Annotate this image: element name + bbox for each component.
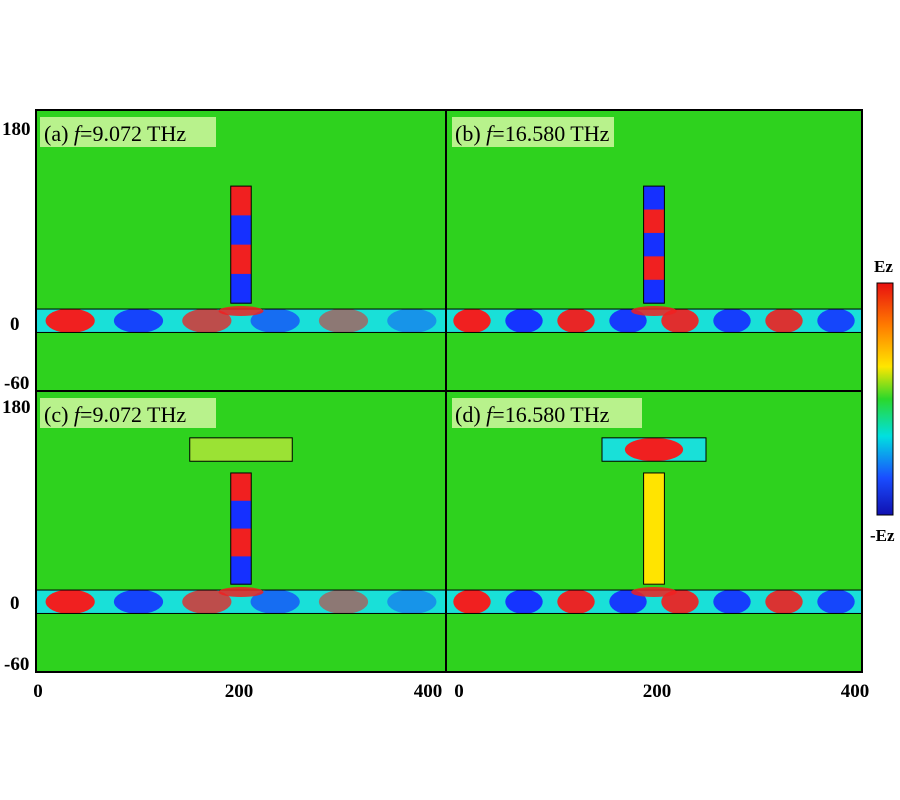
stub-outline bbox=[643, 472, 665, 585]
waveguide-lobe bbox=[45, 589, 95, 614]
waveguide-lobe bbox=[250, 308, 300, 333]
x-tick-left-0: 0 bbox=[33, 681, 43, 702]
y-tick-top-180: 180 bbox=[2, 119, 31, 140]
colorbar-bottom-label: -Ez bbox=[870, 526, 895, 545]
x-tick-left-400: 400 bbox=[414, 681, 443, 702]
label-d-bg bbox=[452, 398, 642, 428]
stub-segment bbox=[643, 256, 665, 281]
panel-d-plot bbox=[445, 391, 863, 672]
panel-label-b: (b) f=16.580 THz bbox=[455, 121, 610, 146]
waveguide-lobe bbox=[661, 589, 699, 614]
waveguide-body bbox=[446, 309, 862, 333]
label-a-bg bbox=[40, 117, 216, 147]
waveguide-lobe bbox=[45, 308, 95, 333]
stub-outline bbox=[230, 185, 252, 304]
waveguide-lobe bbox=[557, 308, 595, 333]
waveguide-lobe bbox=[250, 589, 300, 614]
x-tick-right-0: 0 bbox=[454, 681, 464, 702]
waveguide-lobe bbox=[609, 589, 647, 614]
bar-outline bbox=[601, 437, 707, 462]
waveguide-body bbox=[446, 590, 862, 614]
x-tick-left-200: 200 bbox=[225, 681, 254, 702]
panel-labels: (a) f=9.072 THz (b) f=16.580 THz (c) f=9… bbox=[40, 117, 642, 428]
waveguide-lobe bbox=[765, 589, 803, 614]
stub-segment bbox=[643, 232, 665, 257]
coupling-spot bbox=[631, 587, 677, 598]
waveguide-lobe bbox=[318, 589, 369, 614]
waveguide-lobe bbox=[318, 308, 369, 333]
colorbar-gradient bbox=[876, 282, 894, 516]
stub-segment bbox=[643, 209, 665, 234]
panel-c-plot bbox=[35, 391, 447, 672]
waveguide-lobe bbox=[817, 589, 855, 614]
stub-segment bbox=[230, 528, 252, 557]
y-tick-bottom-0: 0 bbox=[10, 593, 20, 614]
y-tick-top-0: 0 bbox=[10, 314, 20, 335]
panel-label-d: (d) f=16.580 THz bbox=[455, 402, 610, 427]
waveguide-lobe bbox=[113, 308, 164, 333]
waveguide-lobe bbox=[505, 589, 543, 614]
horizontal-bar bbox=[189, 437, 293, 462]
waveguide-lobe bbox=[387, 589, 437, 614]
stub-segment bbox=[643, 186, 665, 211]
stub-segment bbox=[643, 279, 665, 304]
colorbar-top-label: Ez bbox=[874, 257, 893, 276]
waveguide-lobe bbox=[182, 589, 232, 614]
x-tick-right-400: 400 bbox=[841, 681, 870, 702]
waveguide-lobe bbox=[113, 589, 164, 614]
frame bbox=[35, 109, 863, 673]
waveguide-lobe bbox=[713, 308, 751, 333]
coupling-spot bbox=[218, 587, 264, 598]
bar-outline bbox=[189, 437, 293, 462]
colorbar: Ez -Ez bbox=[870, 257, 895, 545]
panel-label-a: (a) f=9.072 THz bbox=[44, 121, 186, 146]
waveguide-lobe bbox=[505, 308, 543, 333]
coupling-spot bbox=[631, 306, 677, 317]
waveguide-lobe bbox=[387, 308, 437, 333]
waveguide-lobe bbox=[557, 589, 595, 614]
waveguide-lobe bbox=[453, 308, 491, 333]
panel-label-c: (c) f=9.072 THz bbox=[44, 402, 186, 427]
stub-segment bbox=[230, 500, 252, 530]
stub-outline bbox=[643, 185, 665, 304]
bar-field-lobe bbox=[624, 437, 684, 462]
stub-segment bbox=[643, 472, 665, 585]
y-tick-bottom-neg60: -60 bbox=[4, 654, 29, 675]
x-tick-right-200: 200 bbox=[643, 681, 672, 702]
waveguide-lobe bbox=[765, 308, 803, 333]
stub-segment bbox=[230, 556, 252, 585]
waveguide-lobe bbox=[817, 308, 855, 333]
waveguide-lobe bbox=[453, 589, 491, 614]
y-tick-top-neg60: -60 bbox=[4, 373, 29, 394]
coupling-spot bbox=[218, 306, 264, 317]
label-c-bg bbox=[40, 398, 216, 428]
waveguide-lobe bbox=[661, 308, 699, 333]
stub-outline bbox=[230, 472, 252, 585]
panel-b-plot bbox=[445, 110, 863, 391]
waveguide-lobe bbox=[182, 308, 232, 333]
label-b-bg bbox=[452, 117, 614, 147]
waveguide-lobe bbox=[609, 308, 647, 333]
stub-segment bbox=[230, 472, 252, 502]
panel-a-plot bbox=[35, 110, 447, 391]
stub-segment bbox=[230, 273, 252, 304]
y-tick-bottom-180: 180 bbox=[2, 397, 31, 418]
stub-segment bbox=[230, 186, 252, 216]
stub-segment bbox=[230, 244, 252, 275]
waveguide-lobe bbox=[713, 589, 751, 614]
stub-segment bbox=[230, 215, 252, 246]
